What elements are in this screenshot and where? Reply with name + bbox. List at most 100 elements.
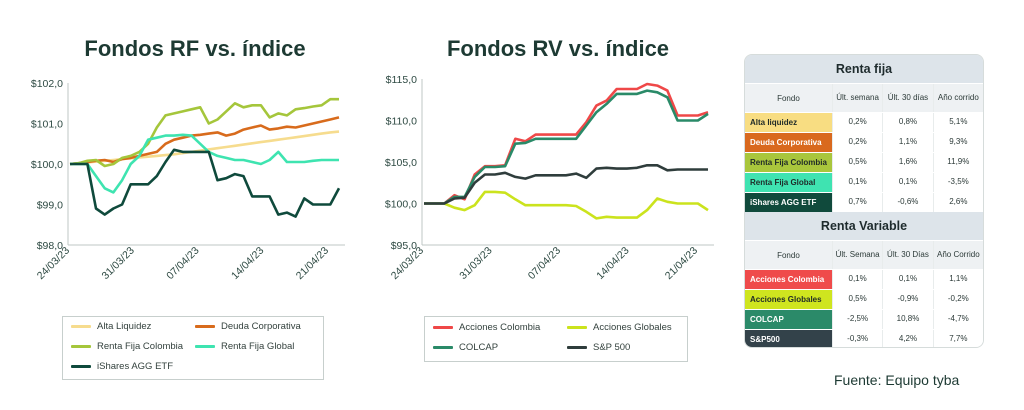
rf-x-tick-label: 14/04/23 — [229, 245, 266, 282]
return-value-cell: -4,7% — [932, 310, 983, 329]
rv-legend-label: COLCAP — [459, 342, 499, 353]
rv-series-line-3 — [424, 164, 708, 205]
rv-legend-item: Acciones Globales — [567, 322, 672, 333]
fund-name-cell: Renta Fija Colombia — [745, 153, 832, 172]
rf-legend-item: Renta Fija Global — [195, 341, 294, 352]
rf-series-line-1 — [69, 116, 340, 166]
rf-y-tick-label: $101,0 — [31, 119, 63, 131]
return-value-cell: 9,3% — [932, 133, 983, 152]
rf-legend-swatch — [195, 345, 215, 348]
return-value-cell: 0,1% — [882, 270, 933, 289]
rv-y-tick-label: $110,0 — [386, 116, 417, 128]
return-value-cell: 1,6% — [882, 153, 933, 172]
table-column-header: Últ. Semana — [831, 241, 883, 269]
rf-legend-label: Deuda Corporativa — [221, 321, 301, 332]
rf-legend-swatch — [71, 365, 91, 368]
table-header-row: Fondo Últ. Semana Últ. 30 Días Año Corrido — [745, 240, 983, 269]
return-value-cell: 11,9% — [932, 153, 983, 172]
table-row: Alta liquidez 0,2% 0,8% 5,1% — [745, 112, 983, 132]
table-row: S&P500 -0,3% 4,2% 7,7% — [745, 329, 983, 347]
rv-legend-item: Acciones Colombia — [433, 322, 540, 333]
table-row: Deuda Corporativa 0,2% 1,1% 9,3% — [745, 132, 983, 152]
fund-name-cell: Alta liquidez — [745, 113, 832, 132]
return-value-cell: 0,2% — [831, 133, 883, 152]
rv-legend-item: S&P 500 — [567, 342, 630, 353]
rf-legend-label: Renta Fija Global — [221, 341, 295, 352]
return-value-cell: -2,5% — [831, 310, 883, 329]
fund-name-cell: Renta Fija Global — [745, 173, 832, 192]
rf-y-tick-label: $102,0 — [31, 78, 63, 90]
rf-series-line-3 — [70, 133, 339, 194]
rf-legend-item: iShares AGG ETF — [71, 361, 173, 372]
fund-name-cell: iShares AGG ETF — [745, 193, 832, 212]
table-row: Renta Fija Global 0,1% 0,1% -3,5% — [745, 172, 983, 192]
table-column-header: Fondo — [777, 93, 800, 103]
rf-legend-label: Alta Liquidez — [97, 321, 152, 332]
rv-series-line-2 — [424, 89, 709, 205]
rv-legend-swatch — [433, 326, 453, 329]
table-row: iShares AGG ETF 0,7% -0,6% 2,6% — [745, 192, 983, 212]
rf-series-line-0 — [69, 130, 340, 166]
return-value-cell: 10,8% — [882, 310, 933, 329]
return-value-cell: 7,7% — [932, 330, 983, 347]
rv-y-tick-label: $115,0 — [386, 74, 417, 86]
source-note: Fuente: Equipo tyba — [834, 372, 960, 388]
rv-legend-label: S&P 500 — [593, 342, 631, 353]
fund-name-cell: Acciones Globales — [745, 290, 832, 309]
rf-x-tick-label: 21/04/23 — [294, 245, 331, 282]
rv-line-chart: $95,0$100,0$105,0$110,0$115,024/03/23 31/… — [385, 74, 714, 282]
return-value-cell: 0,8% — [882, 113, 933, 132]
rv-series-line-1 — [424, 190, 709, 220]
rv-legend-label: Acciones Globales — [593, 322, 672, 333]
table-row: Acciones Colombia 0,1% 0,1% 1,1% — [745, 269, 983, 289]
return-value-cell: 0,5% — [831, 153, 883, 172]
fund-name-cell: Deuda Corporativa — [745, 133, 832, 152]
return-value-cell: -0,6% — [882, 193, 933, 212]
rf-legend-swatch — [195, 325, 215, 328]
table-column-header: Año Corrido — [932, 241, 983, 269]
return-value-cell: 0,1% — [831, 270, 883, 289]
return-value-cell: -0,3% — [831, 330, 883, 347]
rf-legend-item: Renta Fija Colombia — [71, 341, 183, 352]
return-value-cell: 1,1% — [882, 133, 933, 152]
table-row: Acciones Globales 0,5% -0,9% -0,2% — [745, 289, 983, 309]
table-column-header: Últ. 30 Días — [882, 241, 933, 269]
rv-y-tick-label: $95,0 — [391, 240, 417, 252]
table-row: Renta Fija Colombia 0,5% 1,6% 11,9% — [745, 152, 983, 172]
table-column-header: Últ. 30 días — [882, 84, 933, 112]
performance-table: Renta fija Fondo Últ. semana Últ. 30 días Añ… — [744, 54, 984, 348]
return-value-cell: 0,7% — [831, 193, 883, 212]
return-value-cell: -3,5% — [932, 173, 983, 192]
table-column-header: Año corrido — [932, 84, 983, 112]
rf-legend-item: Alta Liquidez — [71, 321, 151, 332]
table-column-header: Últ. semana — [831, 84, 883, 112]
rv-y-tick-label: $105,0 — [385, 157, 417, 169]
return-value-cell: 0,2% — [831, 113, 883, 132]
rf-y-tick-label: $100,0 — [31, 159, 63, 171]
rv-legend-swatch — [567, 346, 587, 349]
rv-legend-item: COLCAP — [433, 342, 498, 353]
rf-y-tick-label: $99,0 — [37, 200, 63, 212]
rv-x-tick-label: 07/04/23 — [526, 245, 563, 282]
table-section-title: Renta Variable — [745, 212, 983, 240]
rf-chart-title: Fondos RF vs. índice — [84, 36, 306, 61]
return-value-cell: 2,6% — [932, 193, 983, 212]
return-value-cell: 1,1% — [932, 270, 983, 289]
rf-legend-item: Deuda Corporativa — [195, 321, 301, 332]
rf-legend-label: Renta Fija Colombia — [97, 341, 184, 352]
return-value-cell: 0,1% — [882, 173, 933, 192]
rf-y-tick-label: $98,0 — [37, 240, 63, 252]
table-row: COLCAP -2,5% 10,8% -4,7% — [745, 309, 983, 329]
return-value-cell: 0,1% — [831, 173, 883, 192]
rv-legend: Acciones Colombia Acciones Globales COLCAP… — [424, 316, 688, 362]
rv-x-tick-label: 14/04/23 — [594, 245, 631, 282]
fund-name-cell: COLCAP — [745, 310, 832, 329]
rv-legend-label: Acciones Colombia — [459, 322, 541, 333]
rv-y-tick-label: $100,0 — [385, 199, 417, 211]
return-value-cell: 4,2% — [882, 330, 933, 347]
rf-legend-swatch — [71, 325, 91, 328]
rf-series-line-2 — [69, 97, 339, 168]
rf-series-line-4 — [70, 148, 341, 218]
rv-x-tick-label: 21/04/23 — [663, 245, 700, 282]
rv-chart-title: Fondos RV vs. índice — [446, 36, 670, 61]
